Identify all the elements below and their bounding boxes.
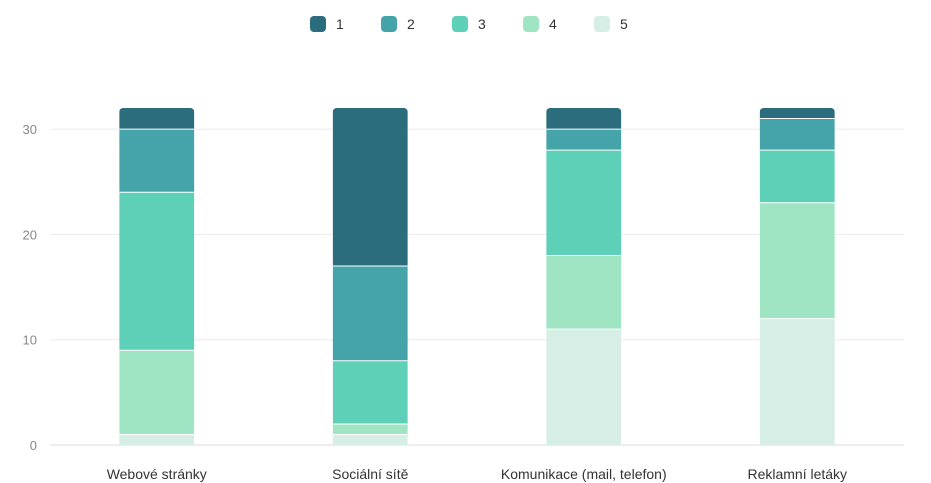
x-tick-label-0: Webové stránky bbox=[107, 466, 207, 482]
legend-swatch-1[interactable] bbox=[310, 16, 326, 32]
bar-stack-0 bbox=[119, 108, 195, 445]
bar-segment-0-series-4[interactable] bbox=[119, 350, 195, 435]
bar-segment-3-series-4[interactable] bbox=[759, 202, 835, 319]
x-axis: Webové stránky Sociální sítě Komunikace (m… bbox=[107, 466, 847, 482]
bar-segment-3-series-5[interactable] bbox=[759, 318, 835, 445]
legend-swatch-5[interactable] bbox=[594, 16, 610, 32]
bar-segment-1-series-3[interactable] bbox=[332, 360, 408, 424]
x-tick-label-2: Komunikace (mail, telefon) bbox=[501, 466, 667, 482]
bar-segment-0-series-1[interactable] bbox=[119, 108, 195, 130]
bar-segment-0-series-5[interactable] bbox=[119, 434, 195, 445]
legend-label-1: 1 bbox=[336, 16, 344, 32]
bar-segment-2-series-2[interactable] bbox=[546, 129, 622, 151]
bar-segment-0-series-2[interactable] bbox=[119, 129, 195, 193]
y-tick-label-20: 20 bbox=[23, 227, 37, 242]
bar-segment-2-series-3[interactable] bbox=[546, 150, 622, 256]
bar-segment-1-series-2[interactable] bbox=[332, 265, 408, 361]
legend-label-4: 4 bbox=[549, 16, 557, 32]
bar-segment-1-series-4[interactable] bbox=[332, 423, 408, 435]
legend-label-2: 2 bbox=[407, 16, 415, 32]
bar-stack-2 bbox=[546, 108, 622, 445]
bar-segment-2-series-5[interactable] bbox=[546, 329, 622, 445]
legend-label-3: 3 bbox=[478, 16, 486, 32]
legend-swatch-3[interactable] bbox=[452, 16, 468, 32]
legend: 1 2 3 4 5 bbox=[310, 16, 628, 32]
bar-segment-3-series-3[interactable] bbox=[759, 150, 835, 203]
y-tick-label-0: 0 bbox=[30, 438, 37, 453]
x-tick-label-3: Reklamní letáky bbox=[747, 466, 847, 482]
bar-segment-1-series-1[interactable] bbox=[332, 108, 408, 266]
bar-stack-3 bbox=[759, 108, 835, 445]
bar-segment-2-series-4[interactable] bbox=[546, 255, 622, 330]
legend-swatch-4[interactable] bbox=[523, 16, 539, 32]
y-axis: 0 10 20 30 bbox=[23, 122, 37, 453]
bar-stack-1 bbox=[332, 108, 408, 445]
y-tick-label-30: 30 bbox=[23, 122, 37, 137]
legend-swatch-2[interactable] bbox=[381, 16, 397, 32]
legend-label-5: 5 bbox=[620, 16, 628, 32]
bar-segment-3-series-2[interactable] bbox=[759, 118, 835, 151]
bar-segment-0-series-3[interactable] bbox=[119, 192, 195, 351]
bar-segment-2-series-1[interactable] bbox=[546, 108, 622, 130]
bars bbox=[119, 108, 835, 445]
x-tick-label-1: Sociální sítě bbox=[332, 466, 408, 482]
bar-segment-1-series-5[interactable] bbox=[332, 434, 408, 445]
y-tick-label-10: 10 bbox=[23, 333, 37, 348]
bar-segment-3-series-1[interactable] bbox=[759, 108, 835, 119]
